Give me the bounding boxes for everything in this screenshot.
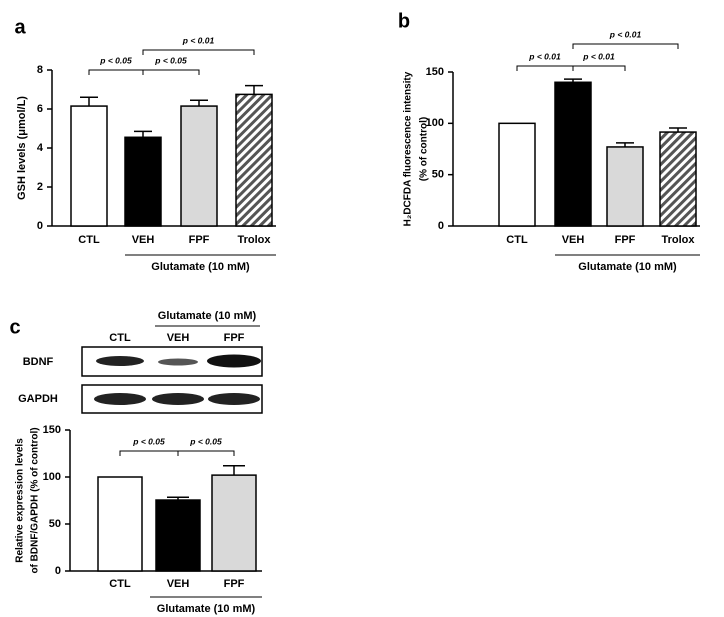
significance-bracket xyxy=(516,65,574,71)
bar xyxy=(124,136,162,227)
y-tick-label: 4 xyxy=(37,142,44,154)
bar xyxy=(554,81,592,227)
significance-bracket xyxy=(572,43,679,49)
x-tick-label: Trolox xyxy=(661,234,695,246)
x-tick-label: CTL xyxy=(109,578,131,590)
lane-label: CTL xyxy=(109,332,131,344)
x-tick-label: FPF xyxy=(615,234,636,246)
row-label: BDNF xyxy=(23,356,54,368)
group-label: Glutamate (10 mM) xyxy=(578,261,677,273)
bar xyxy=(659,131,697,227)
significance-label: p < 0.01 xyxy=(182,35,215,45)
y-tick-label: 8 xyxy=(37,64,43,76)
western-blot xyxy=(81,325,263,414)
bar xyxy=(155,499,201,572)
significance-bracket xyxy=(572,65,626,71)
x-tick-label: Trolox xyxy=(237,234,271,246)
bar xyxy=(235,93,273,227)
y-tick-label: 150 xyxy=(426,66,444,78)
significance-bracket xyxy=(119,450,179,456)
x-tick-label: FPF xyxy=(189,234,210,246)
bar xyxy=(606,146,644,227)
significance-label: p < 0.05 xyxy=(189,436,222,446)
y-tick-label: 50 xyxy=(432,169,444,181)
y-tick-label: 0 xyxy=(37,220,43,232)
y-axis-label: Relative expression levels xyxy=(15,438,26,563)
group-label: Glutamate (10 mM) xyxy=(151,261,250,273)
bar xyxy=(180,105,218,227)
x-tick-label: CTL xyxy=(78,234,100,246)
significance-bracket xyxy=(177,450,235,456)
significance-label: p < 0.05 xyxy=(99,55,132,65)
group-label: Glutamate (10 mM) xyxy=(157,603,256,615)
y-tick-label: 150 xyxy=(43,424,61,436)
lane-label: VEH xyxy=(167,332,190,344)
panel-label: b xyxy=(398,10,410,32)
x-tick-label: VEH xyxy=(562,234,585,246)
significance-bracket xyxy=(88,69,144,75)
y-tick-label: 2 xyxy=(37,181,43,193)
y-tick-label: 100 xyxy=(426,117,444,129)
y-axis-label: GSH levels (μmol/L) xyxy=(16,96,28,200)
y-tick-label: 6 xyxy=(37,103,43,115)
significance-label: p < 0.05 xyxy=(154,55,187,65)
bar xyxy=(70,105,108,227)
x-tick-label: CTL xyxy=(506,234,528,246)
x-tick-label: VEH xyxy=(167,578,190,590)
bar xyxy=(498,122,536,227)
y-tick-label: 0 xyxy=(55,565,61,577)
lane-label: FPF xyxy=(224,332,245,344)
x-tick-label: FPF xyxy=(224,578,245,590)
significance-label: p < 0.01 xyxy=(582,51,615,61)
significance-bracket xyxy=(142,49,255,55)
x-tick-label: VEH xyxy=(132,234,155,246)
significance-label: p < 0.01 xyxy=(609,29,642,39)
bar xyxy=(211,474,257,572)
y-tick-label: 50 xyxy=(49,518,61,530)
y-axis-label: H₂DCFDA fluorescence intensity xyxy=(403,71,414,226)
significance-bracket xyxy=(142,69,200,75)
significance-label: p < 0.05 xyxy=(132,436,165,446)
row-label: GAPDH xyxy=(18,393,58,405)
bar xyxy=(97,476,143,572)
y-tick-label: 0 xyxy=(438,220,444,232)
significance-label: p < 0.01 xyxy=(528,51,561,61)
y-tick-label: 100 xyxy=(43,471,61,483)
group-label: Glutamate (10 mM) xyxy=(158,310,257,322)
y-axis-label: of BDNF/GAPDH (% of control) xyxy=(30,427,41,573)
panel-label: c xyxy=(9,316,20,338)
y-axis-label: (% of control) xyxy=(419,117,430,181)
panel-label: a xyxy=(14,16,26,38)
